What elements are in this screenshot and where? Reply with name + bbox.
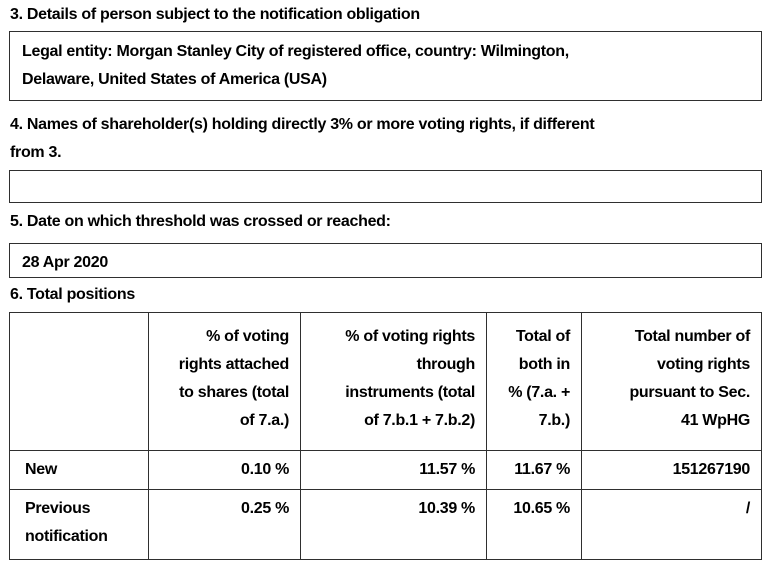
header-blank xyxy=(9,312,149,451)
section-5-heading: 5. Date on which threshold was crossed o… xyxy=(10,213,391,230)
total-positions-table: % of voting rights attached to shares (t… xyxy=(9,312,762,560)
new-total-voting-rights: 151267190 xyxy=(581,450,762,490)
threshold-date-box: 28 Apr 2020 xyxy=(9,243,762,278)
new-pct-shares: 0.10 % xyxy=(148,450,301,490)
header-total-number-voting-rights: Total number of voting rights pursuant t… xyxy=(581,312,762,451)
row-label: New xyxy=(9,450,149,490)
table-row-new: New 0.10 % 11.57 % 11.67 % 151267190 xyxy=(9,450,762,490)
table-row-previous-notification: Previous notification 0.25 % 10.39 % 10.… xyxy=(9,489,762,560)
new-pct-instruments: 11.57 % xyxy=(300,450,487,490)
previous-pct-instruments: 10.39 % xyxy=(300,489,487,560)
row-label: Previous notification xyxy=(9,489,149,560)
new-pct-total: 11.67 % xyxy=(486,450,582,490)
section-4-heading: 4. Names of shareholder(s) holding direc… xyxy=(10,116,595,161)
header-pct-voting-rights-instruments: % of voting rights through instruments (… xyxy=(300,312,487,451)
previous-pct-shares: 0.25 % xyxy=(148,489,301,560)
legal-entity-box: Legal entity: Morgan Stanley City of reg… xyxy=(9,31,762,101)
previous-pct-total: 10.65 % xyxy=(486,489,582,560)
table-header-row: % of voting rights attached to shares (t… xyxy=(9,312,762,451)
section-3-heading: 3. Details of person subject to the noti… xyxy=(10,6,420,23)
header-pct-voting-rights-shares: % of voting rights attached to shares (t… xyxy=(148,312,301,451)
shareholder-names-box xyxy=(9,170,762,203)
previous-total-voting-rights: / xyxy=(581,489,762,560)
header-total-both-pct: Total of both in % (7.a. + 7.b.) xyxy=(486,312,582,451)
section-6-heading: 6. Total positions xyxy=(10,286,135,303)
